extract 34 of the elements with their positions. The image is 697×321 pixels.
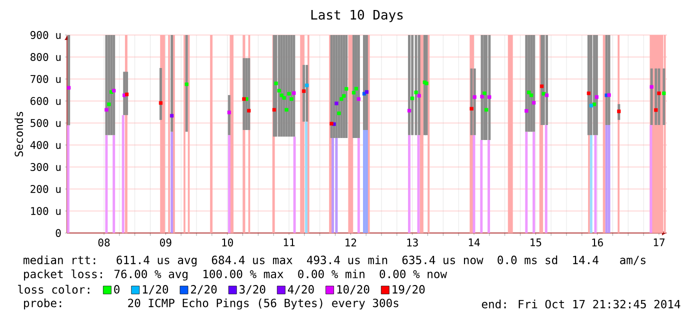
x-tick-label: 15 [530, 238, 542, 246]
legend-title: loss color: [18, 284, 90, 294]
y-tick-label: 500 u [30, 119, 61, 127]
text: end: Fri Oct 17 21:32:45 2014 [482, 300, 680, 308]
legend-label: 3/20 [240, 285, 266, 294]
legend-label: 0 [114, 285, 120, 294]
text: median rtt: 611.4 us avg 684.4 us max 493.4 us min 635.4 us now 0.0 ms sd 14.4 am/s [24, 256, 646, 266]
y-tick-label: 900 u [30, 31, 61, 39]
legend-label: 19/20 [392, 285, 425, 294]
y-tick-label: 100 u [31, 207, 61, 215]
y-tick-label: 300 u [30, 163, 61, 171]
text: probe: 20 ICMP Echo Pings (56 Bytes) every 300s [24, 298, 398, 310]
y-tick-label: 200 u [30, 185, 61, 193]
y-tick-label: 400 u [30, 141, 61, 149]
text: packet loss: 76.00 % avg 100.00 % max 0.00 % min 0.00 % now [24, 269, 448, 281]
y-axis-title: Seconds [14, 112, 24, 156]
x-tick-label: 11 [284, 238, 295, 246]
x-tick-label: 17 [654, 238, 665, 246]
legend-label: 4/20 [288, 285, 314, 294]
x-tick-label: 09 [160, 238, 172, 246]
x-tick-label: 10 [222, 238, 233, 246]
y-tick-label: 800 u [30, 53, 61, 61]
chart-title: Last 10 Days [311, 10, 403, 22]
legend-label: 1/20 [142, 285, 168, 294]
x-tick-label: 08 [98, 238, 110, 246]
x-tick-label: 16 [592, 238, 603, 246]
legend-label: 10/20 [337, 285, 370, 294]
y-tick-label: 700 u [30, 75, 61, 83]
x-tick-label: 14 [468, 238, 480, 246]
y-tick-label: 600 u [30, 97, 61, 105]
x-tick-label: 12 [346, 238, 356, 246]
y-tick-label: 0 [56, 229, 61, 237]
x-tick-label: 13 [407, 238, 418, 246]
legend-label: 2/20 [191, 285, 217, 294]
